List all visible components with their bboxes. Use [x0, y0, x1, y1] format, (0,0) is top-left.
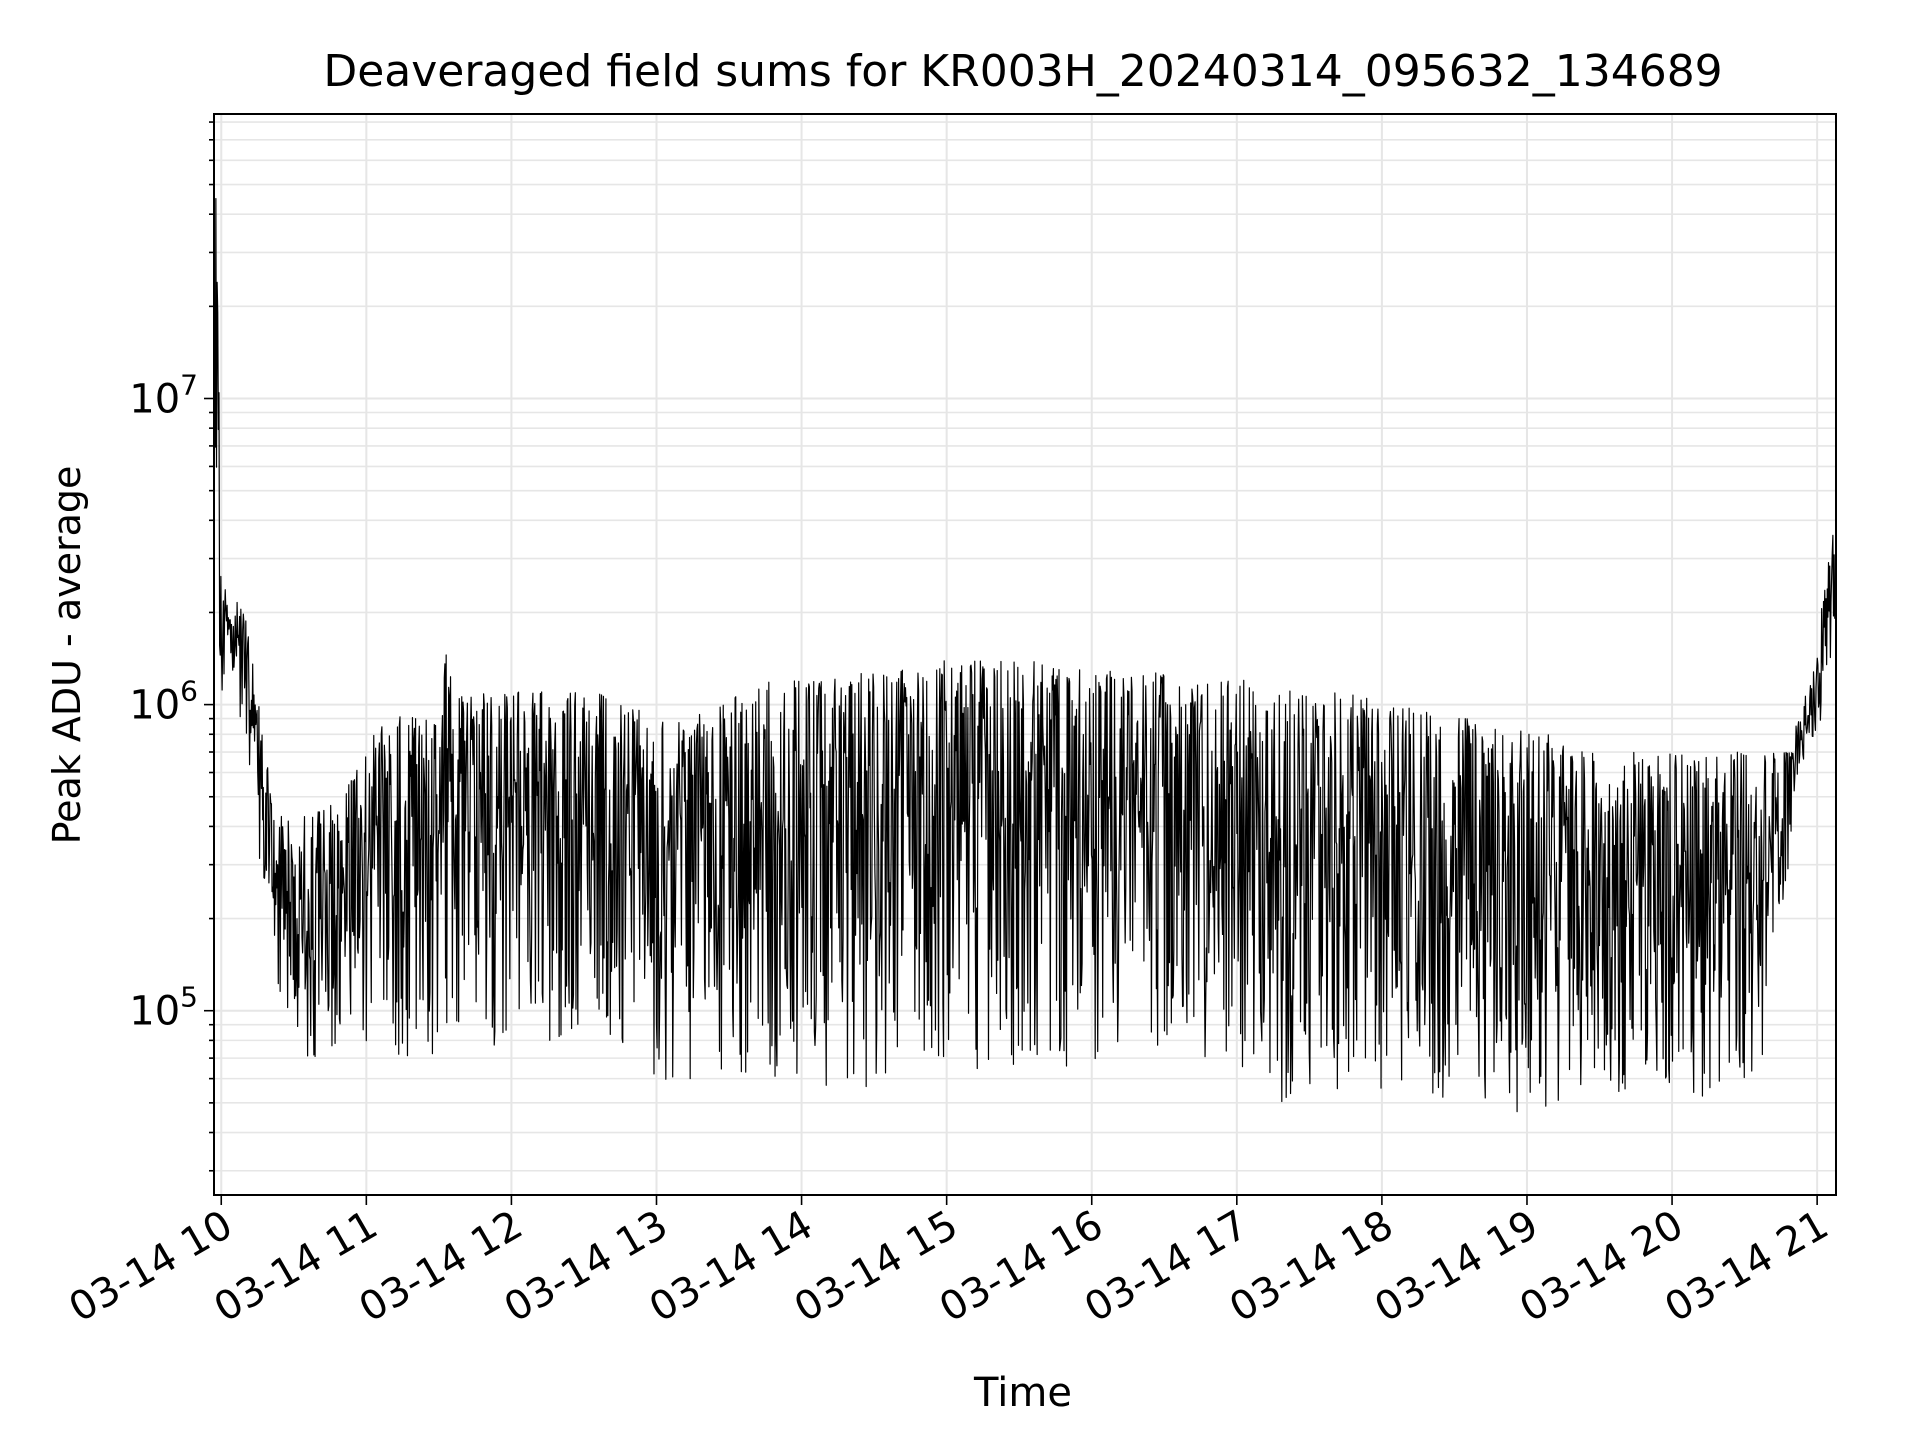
y-tick-exponent: 7 [180, 368, 198, 401]
y-tick-base: 10 [129, 376, 180, 422]
y-tick-base: 10 [129, 989, 180, 1035]
y-tick-exponent: 5 [180, 981, 198, 1014]
series-layer [214, 198, 1836, 1113]
chart-title: Deaveraged field sums for KR003H_2024031… [323, 46, 1722, 97]
plot-area [213, 113, 1837, 1196]
y-tick-label: 106 [129, 675, 198, 729]
y-axis-label: Peak ADU - average [45, 466, 89, 845]
y-tick-label: 105 [129, 981, 198, 1035]
y-tick-exponent: 6 [180, 675, 198, 708]
y-tick-label: 107 [129, 368, 198, 422]
x-axis-label: Time [973, 1370, 1072, 1416]
series-line [214, 198, 1836, 1113]
plot-frame [213, 113, 1837, 1196]
y-tick-base: 10 [129, 683, 180, 729]
